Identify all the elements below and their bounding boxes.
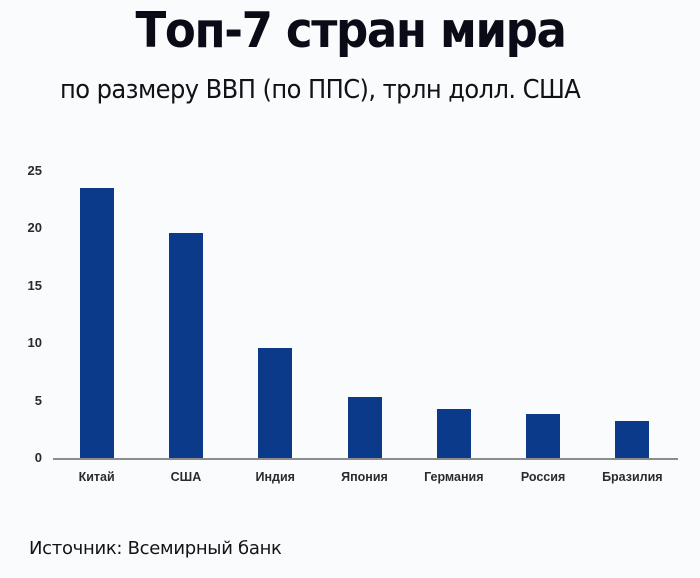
y-tick-label: 0 bbox=[34, 450, 42, 465]
chart-subtitle: по размеру ВВП (по ППС), трлн долл. США bbox=[60, 75, 581, 105]
chart-title: Топ-7 стран мира bbox=[135, 2, 567, 59]
x-tick-label: Бразилия bbox=[602, 470, 663, 484]
bar bbox=[526, 414, 561, 458]
bar bbox=[258, 347, 293, 458]
y-tick-label: 10 bbox=[27, 335, 42, 350]
bar bbox=[79, 187, 114, 458]
y-tick-label: 5 bbox=[34, 392, 42, 408]
bar bbox=[615, 421, 650, 458]
y-tick-label: 15 bbox=[27, 277, 42, 293]
y-tick-label: 25 bbox=[27, 162, 42, 178]
bar bbox=[168, 232, 203, 458]
x-tick-label: Россия bbox=[520, 470, 566, 484]
x-tick-label: Германия bbox=[424, 470, 484, 484]
x-tick-label: Китай bbox=[78, 470, 115, 484]
y-tick-label: 20 bbox=[27, 220, 42, 235]
source-note: Источник: Всемирный банк bbox=[29, 538, 282, 559]
bar bbox=[436, 408, 471, 458]
x-tick-label: Индия bbox=[255, 470, 295, 484]
x-tick-label: США bbox=[170, 470, 202, 484]
x-tick-label: Япония bbox=[341, 470, 388, 484]
bar-chart: 0 5 10 15 20 25 Китай США Индия Япония Германия Ро… bbox=[27, 162, 678, 484]
x-axis-line bbox=[53, 458, 678, 460]
bar bbox=[347, 397, 382, 458]
